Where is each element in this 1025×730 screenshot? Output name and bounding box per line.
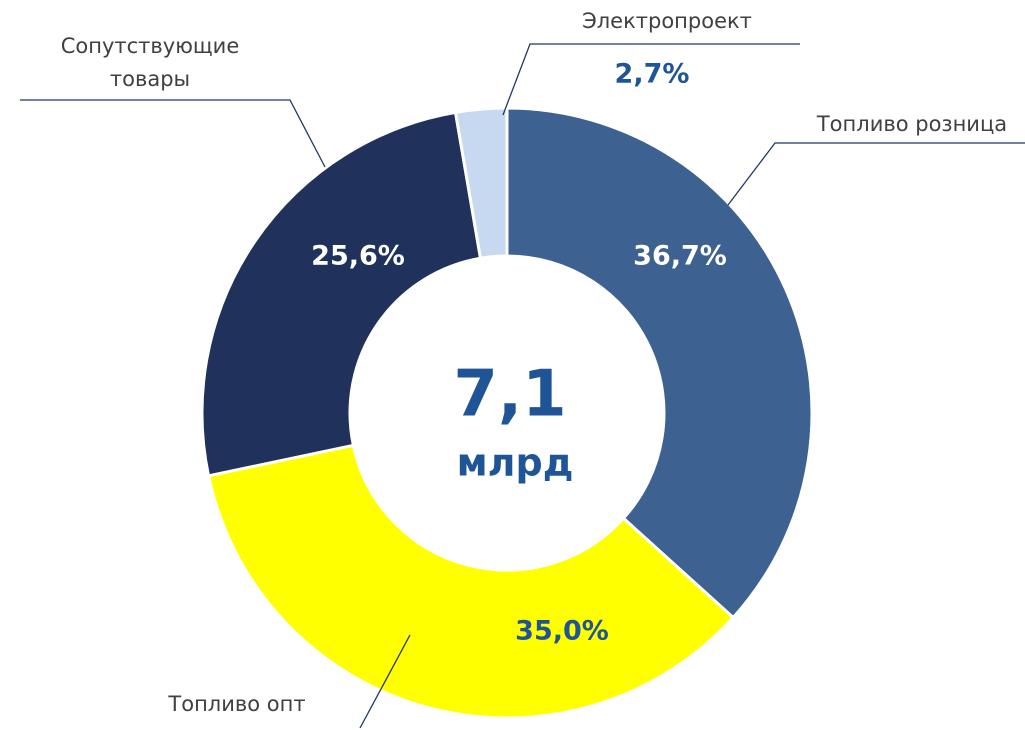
leader-line	[727, 142, 1025, 206]
center-unit: млрд	[457, 441, 574, 485]
donut-slice	[200, 110, 483, 478]
donut-slice	[505, 106, 814, 620]
value-label: 2,7%	[615, 59, 690, 90]
donut-slice	[453, 106, 509, 260]
category-label: Топливо розница	[816, 112, 1008, 136]
donut-slice	[206, 443, 736, 720]
center-value: 7,1	[453, 358, 566, 432]
value-label: 25,6%	[311, 241, 405, 272]
value-label: 35,0%	[515, 616, 609, 647]
value-label: 36,7%	[633, 241, 727, 272]
leader-line	[20, 99, 326, 168]
category-label: Сопутствующие товары	[60, 34, 240, 91]
leader-line	[502, 43, 800, 116]
category-label: Топливо опт	[168, 692, 306, 716]
category-label: Электропроект	[582, 9, 752, 33]
leader-line	[359, 634, 411, 729]
